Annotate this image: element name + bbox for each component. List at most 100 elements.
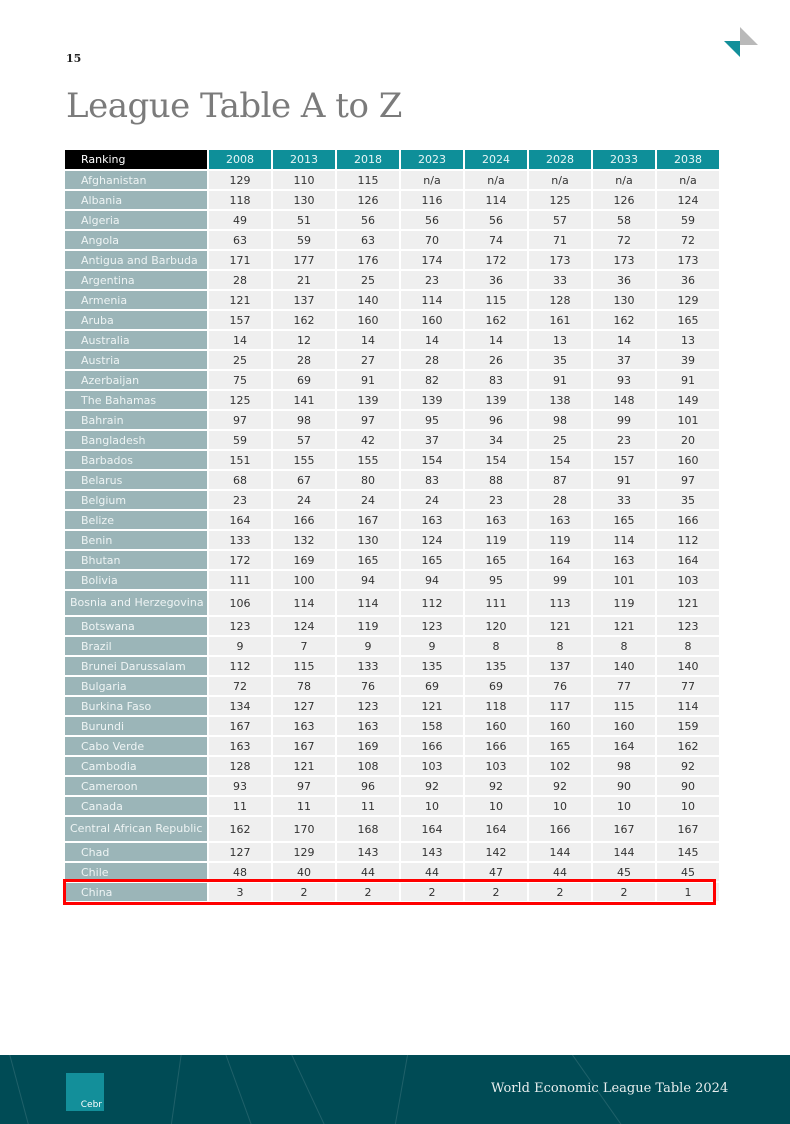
rank-cell: 139 <box>463 389 529 411</box>
rank-cell: 27 <box>335 349 401 371</box>
rank-cell: 72 <box>591 229 657 251</box>
table-row: Cameroon 93 97 96 92 92 92 90 90 <box>63 775 721 797</box>
country-cell: Austria <box>63 349 209 371</box>
rank-cell: 92 <box>527 775 593 797</box>
rank-cell: 13 <box>527 329 593 351</box>
rank-cell: 135 <box>399 655 465 677</box>
rank-cell: 126 <box>591 189 657 211</box>
rank-cell: 63 <box>335 229 401 251</box>
rank-cell: 102 <box>527 755 593 777</box>
rank-cell: 100 <box>271 569 337 591</box>
rank-cell: 166 <box>399 735 465 757</box>
rank-cell: 118 <box>207 189 273 211</box>
rank-cell: 83 <box>399 469 465 491</box>
rank-cell: 166 <box>463 735 529 757</box>
table-row: Azerbaijan 75 69 91 82 83 91 93 91 <box>63 369 721 391</box>
rank-cell: 90 <box>655 775 721 797</box>
country-cell: Angola <box>63 229 209 251</box>
rank-cell: 173 <box>655 249 721 271</box>
rank-cell: 129 <box>271 841 337 863</box>
rank-cell: 94 <box>335 569 401 591</box>
table-row: Central African Republic 162 170 168 164 164 1… <box>63 815 721 843</box>
rank-cell: 91 <box>335 369 401 391</box>
rank-cell: 88 <box>463 469 529 491</box>
rank-cell: 172 <box>207 549 273 571</box>
rank-cell: 70 <box>399 229 465 251</box>
rank-cell: 162 <box>591 309 657 331</box>
rank-cell: 59 <box>207 429 273 451</box>
rank-cell: 36 <box>655 269 721 291</box>
rank-cell: 163 <box>527 509 593 531</box>
rank-cell: 36 <box>463 269 529 291</box>
rank-cell: 119 <box>335 615 401 637</box>
rank-cell: 116 <box>399 189 465 211</box>
rank-cell: 114 <box>591 529 657 551</box>
rank-cell: 163 <box>335 715 401 737</box>
rank-cell: 9 <box>335 635 401 657</box>
rank-cell: n/a <box>655 169 721 191</box>
cebr-logo: Cebr <box>66 1073 104 1111</box>
rank-cell: 108 <box>335 755 401 777</box>
table-row: Austria 25 28 27 28 26 35 37 39 <box>63 349 721 371</box>
header-year: 2028 <box>527 148 593 171</box>
rank-cell: 98 <box>527 409 593 431</box>
rank-cell: 24 <box>271 489 337 511</box>
table-header-row: Ranking 2008 2013 2018 2023 2024 2028 2033 2038 <box>63 148 721 171</box>
rank-cell: 72 <box>207 675 273 697</box>
rank-cell: 157 <box>207 309 273 331</box>
rank-cell: 144 <box>591 841 657 863</box>
rank-cell: 8 <box>591 635 657 657</box>
rank-cell: 139 <box>399 389 465 411</box>
rank-cell: 129 <box>207 169 273 191</box>
rank-cell: 164 <box>591 735 657 757</box>
rank-cell: 91 <box>655 369 721 391</box>
rank-cell: 170 <box>271 815 337 843</box>
rank-cell: 167 <box>207 715 273 737</box>
rank-cell: 24 <box>399 489 465 511</box>
rank-cell: 98 <box>271 409 337 431</box>
rank-cell: 165 <box>527 735 593 757</box>
rank-cell: 174 <box>399 249 465 271</box>
rank-cell: 110 <box>271 169 337 191</box>
rank-cell: 51 <box>271 209 337 231</box>
rank-cell: 80 <box>335 469 401 491</box>
rank-cell: 148 <box>591 389 657 411</box>
rank-cell: 133 <box>335 655 401 677</box>
rank-cell: 154 <box>399 449 465 471</box>
rank-cell: 132 <box>271 529 337 551</box>
country-cell: Bolivia <box>63 569 209 591</box>
country-cell: Algeria <box>63 209 209 231</box>
rank-cell: 78 <box>271 675 337 697</box>
rank-cell: 10 <box>591 795 657 817</box>
rank-cell: 25 <box>527 429 593 451</box>
rank-cell: 97 <box>335 409 401 431</box>
rank-cell: 140 <box>591 655 657 677</box>
country-cell: Albania <box>63 189 209 211</box>
rank-cell: 121 <box>271 755 337 777</box>
rank-cell: 103 <box>655 569 721 591</box>
rank-cell: 125 <box>207 389 273 411</box>
rank-cell: 165 <box>655 309 721 331</box>
country-cell: Cambodia <box>63 755 209 777</box>
rank-cell: 169 <box>271 549 337 571</box>
rank-cell: 161 <box>527 309 593 331</box>
rank-cell: 119 <box>527 529 593 551</box>
country-cell: Bhutan <box>63 549 209 571</box>
header-year: 2013 <box>271 148 337 171</box>
rank-cell: 56 <box>335 209 401 231</box>
rank-cell: 121 <box>527 615 593 637</box>
rank-cell: 172 <box>463 249 529 271</box>
rank-cell: 121 <box>591 615 657 637</box>
rank-cell: 173 <box>591 249 657 271</box>
table-row: Angola 63 59 63 70 74 71 72 72 <box>63 229 721 251</box>
rank-cell: 103 <box>399 755 465 777</box>
rank-cell: 135 <box>463 655 529 677</box>
rank-cell: 166 <box>655 509 721 531</box>
rank-cell: 42 <box>335 429 401 451</box>
rank-cell: 44 <box>399 861 465 883</box>
rank-cell: 33 <box>591 489 657 511</box>
table-row: The Bahamas 125 141 139 139 139 138 148 149 <box>63 389 721 411</box>
country-cell: Armenia <box>63 289 209 311</box>
country-cell: The Bahamas <box>63 389 209 411</box>
table-row: Armenia 121 137 140 114 115 128 130 129 <box>63 289 721 311</box>
